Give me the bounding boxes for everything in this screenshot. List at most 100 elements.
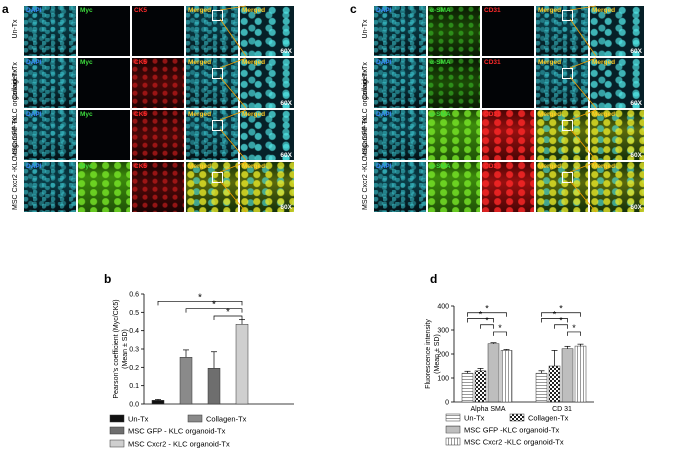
legend-swatch (509, 413, 525, 422)
zoom-line (219, 180, 247, 213)
micrograph-cell: α-SMA (428, 110, 480, 160)
channel-label: DAPI (376, 163, 392, 170)
significance-star: * (572, 323, 576, 333)
channel-label: Myc (80, 7, 93, 14)
channel-label: Merged (188, 7, 212, 14)
significance-star: * (553, 309, 557, 319)
channel-label: Merged (242, 59, 266, 66)
micrograph-cell: Myc (78, 110, 130, 160)
legend-label: Collagen-Tx (528, 414, 569, 423)
zoom-region-box (562, 10, 573, 21)
significance-bracket (157, 300, 243, 306)
micrograph-cell: CD31 (482, 6, 534, 56)
legend-label: MSC GFP -KLC organoid-Tx (464, 426, 560, 435)
y-axis-label-line: Pearson's coefficient (Myc/CK5) (113, 299, 120, 398)
channel-label: Merged (538, 111, 562, 118)
legend-label: Collagen-Tx (206, 415, 247, 424)
significance-star: * (212, 300, 216, 311)
channel-label: Myc (80, 163, 93, 170)
channel-label: Merged (188, 59, 212, 66)
channel-label: Merged (538, 163, 562, 170)
micrograph-cell: Merged (186, 6, 238, 56)
micrograph-cell: Merged (536, 6, 588, 56)
bar (474, 370, 487, 403)
y-axis-label-line: (Mean ± SD) (434, 334, 441, 374)
row-label: MSC Cxcr2 -KLC organoid-Tx (12, 117, 19, 210)
channel-label: CK5 (134, 111, 148, 118)
channel-label: Merged (592, 59, 616, 66)
y-tick-label: 300 (437, 328, 449, 335)
zoom-line (569, 76, 597, 109)
micrograph-cell: DAPI (374, 6, 426, 56)
magnification-label: 60X (630, 152, 642, 159)
micrograph-cell: CK5 (132, 110, 184, 160)
zoom-line (569, 161, 597, 173)
zoom-connector (219, 5, 247, 57)
channel-label: DAPI (26, 59, 42, 66)
channel-label: CD31 (484, 111, 501, 118)
channel-label: CK5 (134, 59, 148, 66)
micrograph-cell: Merged (186, 162, 238, 212)
channel-label: DAPI (26, 111, 42, 118)
zoom-line (569, 57, 597, 69)
micrograph-cell: DAPI (24, 6, 76, 56)
magnification-label: 60X (280, 100, 292, 107)
bar (179, 357, 193, 405)
channel-label: Merged (188, 111, 212, 118)
micrograph-cell: Merged (536, 58, 588, 108)
micrograph-cell: α-SMA (428, 6, 480, 56)
zoom-line (219, 161, 247, 173)
zoom-line (569, 5, 597, 11)
micrograph-cell: Merged 60X (590, 6, 644, 56)
significance-star: * (559, 316, 563, 326)
legend-swatch (109, 414, 125, 423)
legend-swatch (187, 414, 203, 423)
x-tick-label: CD 31 (552, 406, 572, 413)
y-tick-label: 0.2 (129, 365, 139, 372)
y-tick-label: 0.0 (129, 402, 139, 409)
zoom-line (219, 128, 247, 161)
zoom-line (569, 109, 597, 121)
y-tick-label: 0.5 (129, 310, 139, 317)
y-tick-label: 0.4 (129, 328, 139, 335)
significance-bracket (467, 312, 507, 317)
row-label: Un-Tx (362, 19, 369, 39)
micrograph-cell: DAPI (24, 110, 76, 160)
legend-label: Un-Tx (128, 415, 149, 424)
zoom-region-box (212, 172, 223, 183)
channel-label: DAPI (26, 163, 42, 170)
bar (461, 372, 474, 403)
micrograph-cell: Merged (536, 162, 588, 212)
micrograph-cell: Merged (536, 110, 588, 160)
channel-label: DAPI (376, 59, 392, 66)
zoom-region-box (212, 68, 223, 79)
channel-label: Myc (80, 111, 93, 118)
channel-label: Merged (242, 111, 266, 118)
significance-bracket (213, 315, 243, 320)
micrograph-cell: CD31 (482, 162, 534, 212)
channel-label: CD31 (484, 59, 501, 66)
channel-label: α-SMA (430, 163, 451, 170)
y-tick-label: 100 (437, 376, 449, 383)
magnification-label: 60X (630, 48, 642, 55)
bar (574, 345, 587, 403)
channel-label: DAPI (376, 7, 392, 14)
zoom-line (219, 109, 247, 121)
panel-d-bar-chart: 0 100 200 300 400 Fluorescence intensity (Mean… (425, 304, 594, 447)
zoom-line (569, 128, 597, 161)
zoom-connector (569, 161, 597, 213)
channel-label: Myc (80, 59, 93, 66)
micrograph-cell: Merged 60X (590, 110, 644, 160)
channel-label: CK5 (134, 7, 148, 14)
zoom-connector (219, 109, 247, 161)
zoom-connector (219, 57, 247, 109)
bar (151, 400, 165, 405)
micrograph-cell: CD31 (482, 58, 534, 108)
micrograph-cell: α-SMA (428, 162, 480, 212)
magnification-label: 60X (280, 204, 292, 211)
micrograph-cell: Merged 60X (240, 110, 294, 160)
zoom-line (219, 76, 247, 109)
micrograph-cell: DAPI (24, 58, 76, 108)
micrograph-cell: Merged 60X (590, 162, 644, 212)
magnification-label: 60X (630, 204, 642, 211)
